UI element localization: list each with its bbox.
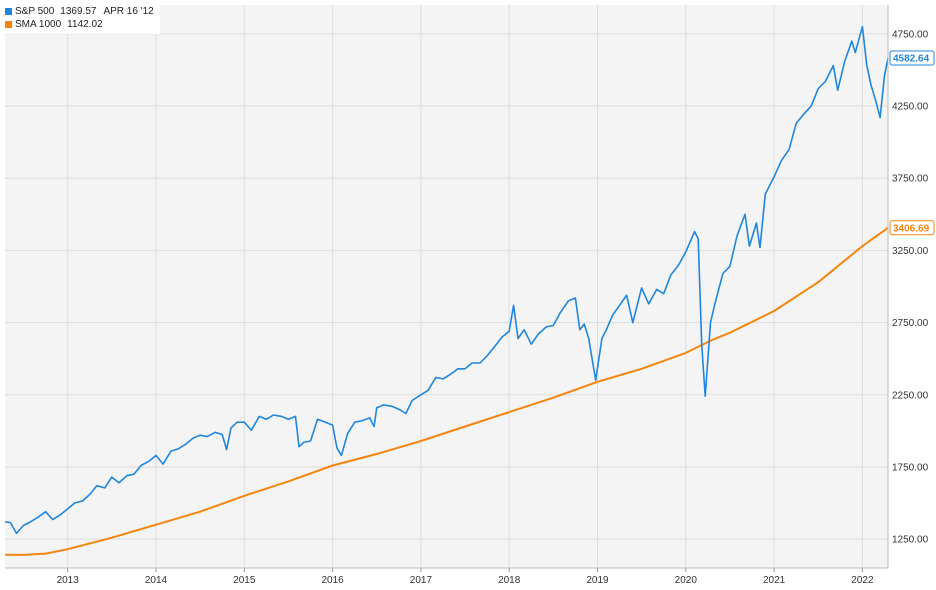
sp500-price-tag-box	[889, 50, 935, 66]
y-tick-label: 1750.00	[892, 462, 929, 473]
sp500-date: APR 16 '12	[103, 6, 154, 17]
x-tick-label: 2015	[233, 575, 256, 586]
x-tick-label: 2016	[321, 575, 344, 586]
sp500-value: 1369.57	[60, 6, 97, 17]
sma-price-tag-label: 3406.69	[893, 223, 930, 234]
series-group	[4, 25, 889, 556]
y-tick-label: 1250.00	[892, 535, 929, 546]
sma-1000-line	[4, 226, 889, 556]
x-tick-label: 2019	[586, 575, 609, 586]
x-tick-label: 2014	[145, 575, 168, 586]
x-tick-label: 2021	[763, 575, 786, 586]
sp500-line	[4, 25, 889, 535]
x-tick-label: 2018	[498, 575, 521, 586]
sp500-name: S&P 500	[15, 6, 55, 17]
y-tick-label: 2750.00	[892, 318, 929, 329]
legend-row-sma: SMA 1000 1142.02	[5, 18, 154, 31]
x-tick-label: 2017	[410, 575, 433, 586]
sp500-price-tag-label: 4582.64	[893, 54, 930, 65]
price-tags: 3406.69 4582.64	[889, 50, 935, 236]
x-tick-label: 2022	[851, 575, 874, 586]
y-tick-label: 4750.00	[892, 29, 929, 40]
x-tick-label: 2013	[57, 575, 80, 586]
plot-background	[5, 5, 888, 568]
y-tick-label: 3750.00	[892, 174, 929, 185]
sp500-price-tag: 4582.64	[889, 50, 935, 66]
y-tick-label: 3250.00	[892, 246, 929, 257]
sp500-swatch	[5, 8, 12, 15]
sma-value: 1142.02	[67, 19, 103, 30]
y-axis: 1250.00 1750.00 2250.00 2750.00 3250.00 3750.…	[892, 29, 929, 545]
gridlines	[5, 5, 888, 568]
sma-price-tag-box	[889, 220, 935, 236]
y-tick-label: 2250.00	[892, 390, 929, 401]
x-axis: 2013 2014 2015 2016 2017 2018 2019 2020 2021 2022	[57, 568, 874, 586]
y-tick-label: 4250.00	[892, 102, 929, 113]
sma-price-tag: 3406.69	[889, 220, 935, 236]
sma-swatch	[5, 21, 12, 28]
x-tick-label: 2020	[675, 575, 698, 586]
legend-row-sp500: S&P 500 1369.57 APR 16 '12	[5, 5, 154, 18]
legend: S&P 500 1369.57 APR 16 '12 SMA 1000 1142…	[2, 3, 160, 34]
sma-name: SMA 1000	[15, 19, 62, 30]
